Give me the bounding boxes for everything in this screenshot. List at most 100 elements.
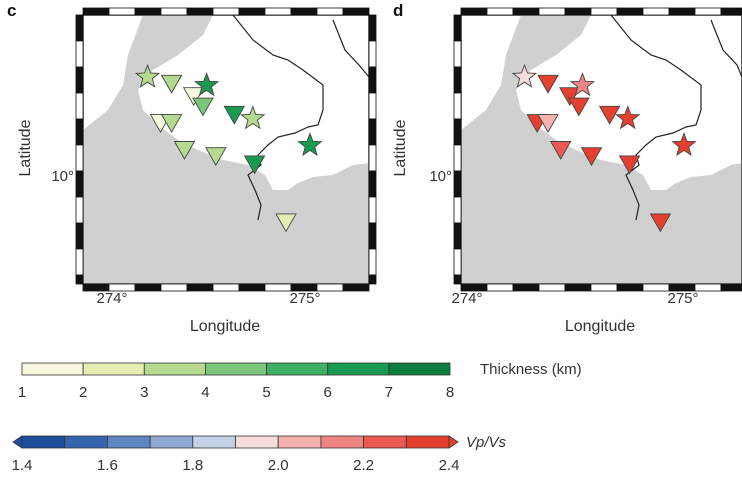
frame-tick — [108, 7, 136, 16]
colorbar-cell — [320, 435, 364, 449]
colorbar-extend-arrow — [12, 435, 23, 449]
frame-tick — [368, 222, 377, 250]
stations-c — [134, 63, 323, 233]
frame-tick — [134, 7, 162, 16]
station-star — [193, 72, 220, 97]
frame-tick — [264, 283, 292, 292]
station-triangle — [160, 74, 183, 94]
station-star — [569, 72, 596, 97]
frame-tick — [453, 118, 462, 146]
frame-tick — [160, 7, 188, 16]
station-triangle — [173, 141, 196, 160]
x-tick-label: 274° — [96, 290, 127, 307]
frame-tick — [642, 283, 670, 292]
colorbar-tick: 2.2 — [353, 457, 374, 474]
frame-tick — [75, 40, 84, 68]
station-triangle — [182, 87, 205, 107]
frame-tick — [238, 7, 266, 16]
frame-tick — [453, 274, 462, 285]
colorbar-title: Thickness (km) — [480, 361, 582, 378]
station-triangle — [549, 141, 572, 160]
colorbar-tick: 1.6 — [97, 457, 118, 474]
y-axis-title: Latitude — [392, 119, 409, 176]
station-triangle — [598, 105, 621, 125]
frame-tick — [75, 66, 84, 94]
panel-d: d 274° 275° 10° Longitude Latitude — [392, 1, 742, 335]
frame-tick — [694, 283, 722, 292]
station-triangle — [568, 97, 590, 117]
colorbar-cell — [266, 362, 329, 376]
station-triangle — [558, 87, 581, 107]
frame-tick — [342, 283, 370, 292]
colorbar-tick: 2.0 — [268, 457, 289, 474]
colorbar-cell — [192, 435, 236, 449]
frame-tick — [368, 196, 377, 224]
frame-tick — [342, 7, 370, 16]
panel-label-d: d — [393, 1, 403, 20]
frame-tick — [134, 283, 162, 292]
frame-tick — [75, 118, 84, 146]
frame-tick — [694, 7, 722, 16]
y-axis-title: Latitude — [17, 119, 34, 176]
frame-tick — [720, 7, 742, 16]
station-triangle — [580, 147, 603, 167]
frame-tick — [453, 222, 462, 250]
frame-tick — [486, 283, 514, 292]
land-shape — [83, 15, 369, 284]
frame-tick — [368, 274, 377, 285]
x-axis-title: Longitude — [190, 318, 260, 335]
frame-tick — [590, 7, 618, 16]
frame-tick — [538, 283, 566, 292]
colorbar-cell — [21, 362, 84, 376]
land-shape — [461, 15, 742, 284]
colorbar-tick: 1.4 — [12, 457, 33, 474]
colorbar-tick: 1 — [18, 384, 26, 401]
station-triangle — [618, 155, 641, 175]
frame-tick — [368, 118, 377, 146]
frame-tick — [538, 7, 566, 16]
frame-tick — [486, 7, 514, 16]
frame-tick — [160, 283, 188, 292]
station-triangle — [192, 97, 214, 117]
colorbar-cell — [82, 362, 145, 376]
station-star — [297, 132, 323, 157]
frame-tick — [75, 170, 84, 198]
station-star — [615, 105, 641, 130]
x-axis-title: Longitude — [565, 318, 635, 335]
frame-tick — [316, 283, 344, 292]
station-star — [671, 132, 697, 157]
frame-tick — [368, 144, 377, 172]
station-triangle — [275, 213, 297, 233]
colorbar-cell — [21, 435, 66, 449]
frame-tick — [668, 7, 696, 16]
station-triangle — [205, 147, 227, 167]
frame-tick — [75, 274, 84, 285]
stations-d — [511, 63, 697, 233]
frame-tick — [564, 283, 592, 292]
frame-tick — [512, 283, 540, 292]
panel-c: c 274° 275° 10° Longitude Latitude — [7, 1, 377, 335]
y-tick-label: 10° — [429, 168, 452, 185]
frame-tick — [212, 7, 240, 16]
coastline — [710, 19, 742, 78]
station-triangle — [160, 114, 183, 134]
frame-tick — [720, 283, 742, 292]
coastline — [232, 14, 324, 221]
colorbar-tick: 5 — [262, 384, 270, 401]
frame-tick — [453, 40, 462, 68]
station-star — [511, 63, 538, 88]
colorbar-cell — [388, 362, 451, 376]
colorbar-tick: 4 — [201, 384, 209, 401]
x-tick-label: 275° — [289, 290, 320, 307]
station-star — [240, 105, 266, 130]
thickness-colorbar: 1 2 3 4 5 6 7 8 Thickness (km) — [18, 361, 582, 401]
frame-tick — [82, 7, 110, 16]
frame-tick — [75, 248, 84, 276]
colorbar-tick: 3 — [140, 384, 148, 401]
frame-tick — [368, 66, 377, 94]
frame-tick — [316, 7, 344, 16]
frame-tick — [212, 283, 240, 292]
colorbar-title: Vp/Vs — [466, 434, 507, 451]
colorbar-cell — [235, 435, 279, 449]
